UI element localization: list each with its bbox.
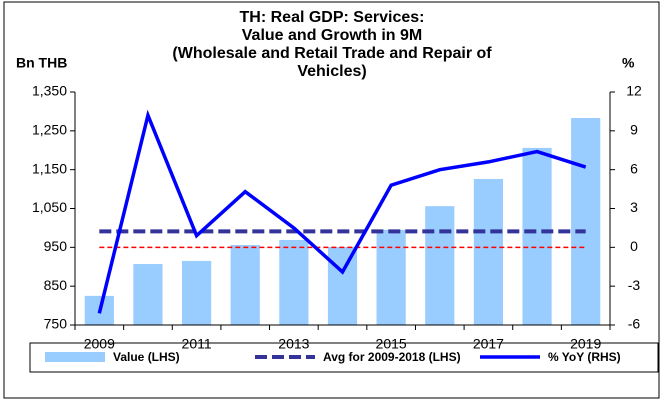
x-tick-label: 2009: [84, 336, 115, 352]
y2-tick-label: 0: [630, 238, 638, 254]
legend-swatch: [45, 352, 105, 362]
bar: [230, 245, 260, 325]
bar: [182, 260, 212, 325]
chart-title: Vehicles): [297, 63, 366, 80]
y-tick-label: 1,150: [32, 160, 67, 176]
bar: [376, 229, 406, 325]
y2-tick-label: 9: [630, 122, 638, 138]
legend-box: [29, 342, 659, 373]
x-tick-label: 2017: [473, 336, 504, 352]
y2-tick-label: 12: [626, 83, 642, 99]
y-tick-label: 750: [44, 316, 68, 332]
x-tick-label: 2013: [278, 336, 309, 352]
chart-title: TH: Real GDP: Services:: [240, 9, 425, 26]
y-tick-label: 850: [44, 277, 68, 293]
bar: [473, 178, 503, 325]
y-tick-label: 1,250: [32, 122, 67, 138]
y2-tick-label: -6: [628, 316, 641, 332]
bar: [522, 147, 552, 325]
y-tick-label: 1,050: [32, 199, 67, 215]
x-tick-label: 2011: [182, 336, 212, 352]
bar: [133, 264, 163, 325]
bar: [327, 246, 358, 325]
y2-axis-label: %: [622, 55, 635, 71]
y-tick-label: 1,350: [32, 83, 67, 99]
x-tick-label: 2019: [570, 336, 601, 352]
chart-title: Value and Growth in 9M: [242, 27, 422, 44]
y2-tick-label: 6: [630, 160, 638, 176]
bar: [425, 206, 455, 325]
y2-tick-label: -3: [628, 277, 641, 293]
legend-label: Value (LHS): [113, 350, 180, 364]
bar: [279, 239, 309, 325]
line: [97, 109, 587, 314]
chart-title: (Wholesale and Retail Trade and Repair o…: [172, 45, 492, 62]
y2-tick-label: 3: [630, 199, 638, 215]
y-axis-label: Bn THB: [16, 55, 67, 71]
chart-border: [3, 1, 660, 399]
bar: [571, 118, 601, 325]
legend-label: % YoY (RHS): [548, 350, 621, 364]
x-tick-label: 2015: [376, 336, 407, 352]
legend-label: Avg for 2009-2018 (LHS): [323, 350, 461, 364]
y-tick-label: 950: [44, 238, 68, 254]
